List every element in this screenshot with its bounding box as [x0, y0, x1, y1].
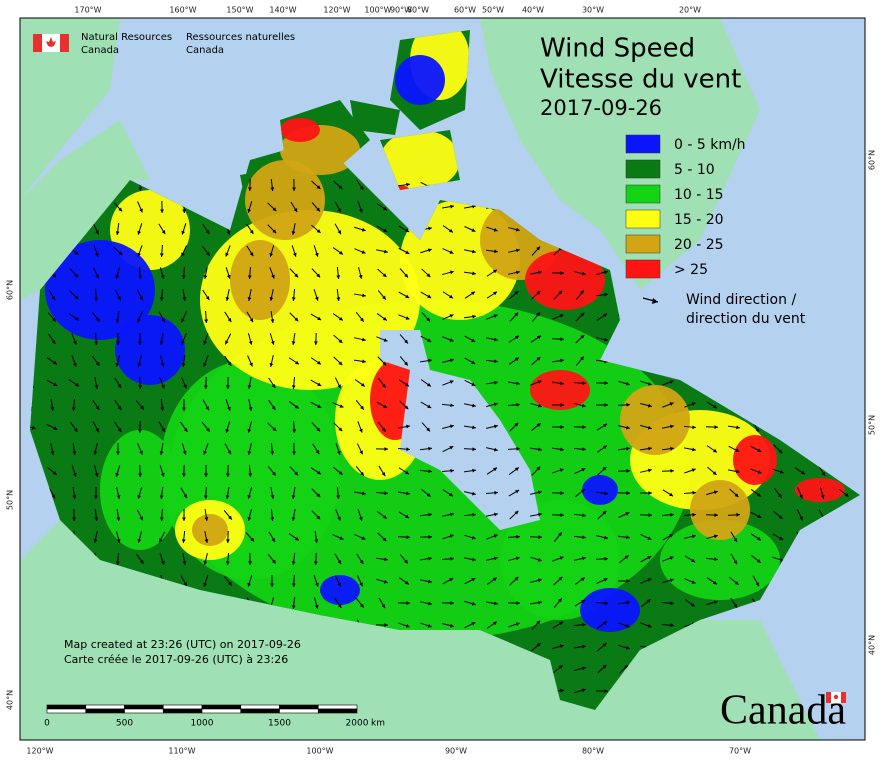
- agency-en: Natural Resources: [81, 32, 172, 43]
- wordmark-flag: [826, 692, 846, 703]
- direction-label: Wind direction /: [686, 292, 796, 308]
- flag-leaf: [834, 695, 838, 699]
- longitude-label: 90°W: [445, 747, 467, 756]
- longitude-label: 70°W: [729, 747, 751, 756]
- scale-segment: [318, 709, 357, 713]
- latitude-label: 60°N: [6, 280, 15, 300]
- legend-swatch: [626, 260, 660, 278]
- scale-label: 1000: [191, 719, 214, 729]
- wind-zone: [733, 435, 777, 485]
- longitude-label: 100°W: [306, 747, 333, 756]
- legend-swatch: [626, 210, 660, 228]
- wind-zone: [582, 475, 618, 505]
- flag-bar: [33, 34, 42, 52]
- footer-text: Map created at 23:26 (UTC) on 2017-09-26: [64, 638, 301, 651]
- longitude-label: 80°W: [582, 747, 604, 756]
- footer-text: Carte créée le 2017-09-26 (UTC) à 23:26: [64, 653, 288, 666]
- wind-zone: [620, 385, 690, 455]
- flag-bar: [841, 692, 846, 703]
- legend-label: 10 - 15: [674, 187, 724, 203]
- longitude-label: 150°W: [226, 6, 253, 15]
- scale-segment: [47, 705, 86, 709]
- longitude-label: 20°W: [679, 6, 701, 15]
- scale-segment: [241, 705, 280, 709]
- scale-segment: [318, 705, 357, 709]
- longitude-label: 110°W: [168, 747, 195, 756]
- legend-swatch: [626, 160, 660, 178]
- title: Wind Speed: [540, 34, 695, 64]
- scale-unit: km: [371, 719, 385, 729]
- wind-zone: [115, 315, 185, 385]
- scale-segment: [163, 705, 202, 709]
- longitude-label: 60°W: [454, 6, 476, 15]
- latitude-label: 40°N: [6, 690, 15, 710]
- flag-bar: [60, 34, 69, 52]
- scale-segment: [241, 709, 280, 713]
- longitude-label: 160°W: [169, 6, 196, 15]
- scale-label: 0: [44, 719, 50, 729]
- scale-segment: [202, 705, 241, 709]
- longitude-label: 50°W: [482, 6, 504, 15]
- legend-label: 15 - 20: [674, 212, 724, 228]
- longitude-label: 140°W: [269, 6, 296, 15]
- latitude-label: 50°N: [868, 415, 877, 435]
- scale-segment: [86, 705, 125, 709]
- longitude-label: 80°W: [407, 6, 429, 15]
- agency-en: Canada: [81, 45, 119, 56]
- legend-label: 0 - 5 km/h: [674, 137, 746, 153]
- scale-segment: [280, 709, 319, 713]
- longitude-label: 40°W: [522, 6, 544, 15]
- scale-segment: [125, 709, 164, 713]
- latitude-label: 60°N: [868, 150, 877, 170]
- legend-swatch: [626, 135, 660, 153]
- wind-zone: [230, 240, 290, 320]
- scale-segment: [47, 709, 86, 713]
- wind-zone: [320, 575, 360, 605]
- wind-zone: [580, 588, 640, 632]
- scale-segment: [125, 705, 164, 709]
- scale-label: 500: [116, 719, 133, 729]
- scale-segment: [86, 709, 125, 713]
- agency-fr: Ressources naturelles: [186, 32, 295, 43]
- legend-label: 5 - 10: [674, 162, 715, 178]
- legend-swatch: [626, 185, 660, 203]
- scale-segment: [163, 709, 202, 713]
- agency-fr: Canada: [186, 45, 224, 56]
- wind-zone: [192, 514, 228, 546]
- longitude-label: 30°W: [582, 6, 604, 15]
- scale-label: 1500: [268, 719, 291, 729]
- wind-zone: [280, 118, 320, 142]
- wind-zone: [690, 480, 750, 540]
- longitude-label: 100°W: [364, 6, 391, 15]
- direction-label: direction du vent: [686, 311, 806, 327]
- latitude-label: 50°N: [6, 490, 15, 510]
- longitude-label: 170°W: [74, 6, 101, 15]
- latitude-label: 40°N: [868, 635, 877, 655]
- longitude-label: 120°W: [26, 747, 53, 756]
- date: 2017-09-26: [540, 96, 662, 120]
- title: Vitesse du vent: [540, 65, 741, 95]
- longitude-label: 120°W: [323, 6, 350, 15]
- scale-segment: [280, 705, 319, 709]
- legend-label: > 25: [674, 262, 708, 278]
- scale-label: 2000: [346, 719, 369, 729]
- flag-bar: [826, 692, 831, 703]
- scale-segment: [202, 709, 241, 713]
- legend-swatch: [626, 235, 660, 253]
- legend-label: 20 - 25: [674, 237, 724, 253]
- wind-zone: [395, 55, 445, 105]
